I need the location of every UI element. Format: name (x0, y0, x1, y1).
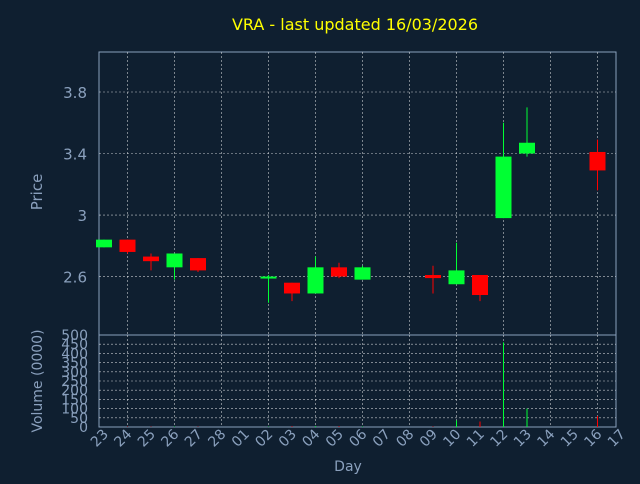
x-tick-label: 14 (534, 426, 558, 450)
candle-body (449, 270, 465, 284)
candle-12 (496, 123, 512, 218)
price-tick-labels: 2.6 3 3.4 3.8 (63, 84, 87, 287)
x-tick-label: 13 (511, 427, 535, 451)
volume-axis-label: Volume (0000) (30, 329, 46, 432)
candle-body (284, 283, 300, 294)
candle-03 (284, 283, 300, 301)
price-tick-label: 3 (77, 207, 87, 225)
x-tick-label: 05 (323, 427, 347, 451)
candle-body (519, 143, 535, 154)
candle-24 (120, 240, 136, 254)
candle-04 (308, 257, 324, 294)
x-tick-label: 12 (487, 427, 511, 451)
x-tick-label: 03 (276, 427, 300, 451)
volume-tick-label: 500 (61, 328, 88, 344)
price-candles (96, 107, 606, 302)
candle-23 (96, 240, 112, 248)
x-tick-label: 01 (229, 427, 253, 451)
candle-body (425, 275, 441, 278)
x-tick-label: 17 (605, 427, 629, 451)
candle-16 (590, 140, 606, 191)
volume-grid-horizontal (99, 344, 616, 418)
x-tick-label: 10 (440, 427, 464, 451)
x-axis-label: Day (334, 459, 362, 475)
price-grid-horizontal (99, 92, 616, 277)
x-tick-label: 09 (417, 427, 441, 451)
candle-13 (519, 107, 535, 156)
x-tick-label: 11 (464, 427, 488, 451)
x-tick-label: 25 (135, 427, 159, 451)
x-tick-label: 02 (252, 427, 276, 451)
price-plot-frame (99, 52, 616, 335)
candle-11 (472, 275, 488, 301)
x-tick-label: 04 (299, 426, 323, 450)
price-panel: 2.6 3 3.4 3.8 Price (28, 52, 640, 335)
x-tick-label: 06 (346, 426, 370, 450)
x-tick-label: 08 (393, 427, 417, 451)
x-tick-label: 23 (88, 427, 112, 451)
candle-body (96, 240, 112, 248)
candle-body (496, 157, 512, 219)
candle-body (308, 267, 324, 293)
x-tick-label: 26 (158, 426, 182, 450)
candle-27 (190, 258, 206, 272)
candle-body (167, 253, 183, 267)
candle-02 (261, 275, 277, 303)
x-tick-label: 24 (111, 426, 135, 450)
price-tick-label: 3.8 (63, 84, 87, 102)
candle-body (472, 275, 488, 295)
candle-25 (143, 253, 159, 270)
x-tick-label: 15 (558, 427, 582, 451)
candle-body (190, 258, 206, 270)
price-axis-label: Price (28, 174, 46, 211)
price-tick-label: 3.4 (63, 146, 87, 164)
candle-05 (331, 263, 347, 278)
candle-body (590, 152, 606, 170)
candle-10 (449, 243, 465, 285)
x-tick-label: 27 (182, 427, 206, 451)
x-tick-label: 28 (205, 427, 229, 451)
candle-06 (355, 266, 371, 280)
candle-09 (425, 266, 441, 294)
candle-26 (167, 253, 183, 279)
candle-body (355, 267, 371, 279)
candle-body (120, 240, 136, 252)
candle-body (261, 277, 277, 279)
candle-body (331, 267, 347, 276)
price-tick-label: 2.6 (63, 269, 87, 287)
chart-title: VRA - last updated 16/03/2026 (232, 15, 478, 34)
x-tick-label: 07 (370, 427, 394, 451)
candle-body (143, 257, 159, 262)
price-grid-vertical (128, 52, 640, 335)
x-tick-label: 16 (581, 426, 605, 450)
